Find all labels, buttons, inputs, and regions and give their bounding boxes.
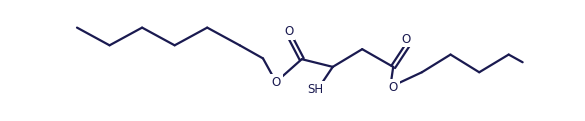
Text: O: O bbox=[402, 33, 411, 46]
Text: SH: SH bbox=[308, 83, 324, 96]
Text: O: O bbox=[284, 25, 293, 38]
Text: O: O bbox=[388, 81, 398, 94]
Text: O: O bbox=[271, 76, 281, 89]
